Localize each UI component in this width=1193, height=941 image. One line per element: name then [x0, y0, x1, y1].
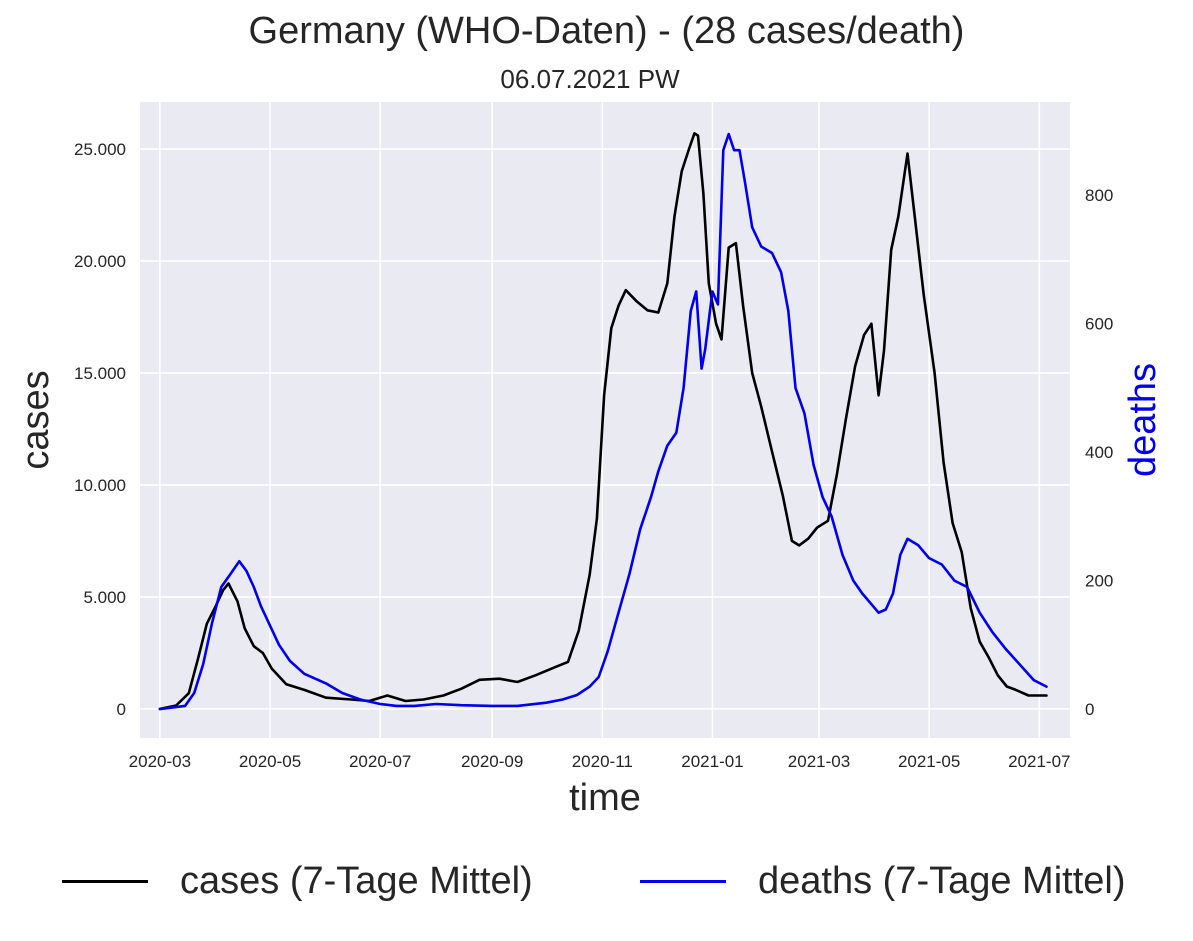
grid-lines — [140, 102, 1070, 738]
legend-item-deaths: deaths (7-Tage Mittel) — [640, 860, 1126, 903]
x-tick-label: 2021-07 — [1008, 752, 1070, 771]
series-layer — [158, 132, 1048, 711]
right-y-axis-label: deaths — [1122, 363, 1164, 477]
legend-item-cases: cases (7-Tage Mittel) — [62, 860, 533, 903]
plot-area — [140, 102, 1070, 738]
right-y-tick-label: 400 — [1085, 443, 1113, 462]
left-y-axis-ticks: 0 5.000 10.000 15.000 20.000 25.000 — [74, 140, 126, 719]
right-y-tick-label: 0 — [1085, 700, 1094, 719]
x-tick-label: 2020-07 — [349, 752, 411, 771]
legend-label-cases: cases (7-Tage Mittel) — [180, 860, 533, 902]
left-y-axis-label: cases — [15, 370, 57, 469]
legend: cases (7-Tage Mittel) deaths (7-Tage Mit… — [0, 860, 1193, 920]
x-tick-label: 2021-03 — [788, 752, 850, 771]
x-axis-label: time — [569, 777, 641, 819]
x-axis-ticks: 2020-03 2020-05 2020-07 2020-09 2020-11 2021-… — [129, 752, 1071, 771]
x-tick-label: 2020-11 — [572, 752, 633, 771]
x-tick-label: 2020-05 — [239, 752, 301, 771]
dual-axis-line-chart: 2020-03 2020-05 2020-07 2020-09 2020-11 2021-… — [15, 102, 1164, 819]
legend-swatch-deaths — [640, 880, 726, 883]
right-y-axis-ticks: 0 200 400 600 800 — [1085, 186, 1113, 719]
right-y-tick-label: 800 — [1085, 186, 1113, 205]
left-y-tick-label: 0 — [117, 700, 126, 719]
x-tick-label: 2021-01 — [681, 752, 743, 771]
x-tick-label: 2020-03 — [129, 752, 191, 771]
legend-label-deaths: deaths (7-Tage Mittel) — [758, 860, 1126, 902]
x-tick-label: 2021-05 — [898, 752, 960, 771]
deaths-series-line — [158, 132, 1048, 711]
chart-title: Germany (WHO-Daten) - (28 cases/death) — [248, 10, 965, 52]
left-y-tick-label: 5.000 — [83, 588, 126, 607]
left-y-tick-label: 25.000 — [74, 140, 126, 159]
legend-swatch-cases — [62, 880, 148, 883]
x-tick-label: 2020-09 — [461, 752, 523, 771]
left-y-tick-label: 10.000 — [74, 476, 126, 495]
left-y-tick-label: 20.000 — [74, 252, 126, 271]
right-y-tick-label: 200 — [1085, 572, 1113, 591]
right-y-tick-label: 600 — [1085, 315, 1113, 334]
cases-series-line — [158, 132, 1048, 711]
chart-subtitle: 06.07.2021 PW — [500, 64, 680, 94]
left-y-tick-label: 15.000 — [74, 364, 126, 383]
